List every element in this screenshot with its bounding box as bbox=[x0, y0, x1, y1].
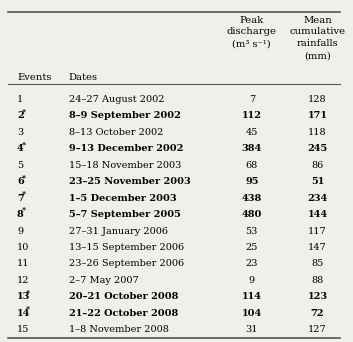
Text: 15–18 November 2003: 15–18 November 2003 bbox=[69, 161, 181, 170]
Text: *: * bbox=[22, 189, 26, 198]
Text: 1–5 December 2003: 1–5 December 2003 bbox=[69, 194, 176, 203]
Text: 12: 12 bbox=[17, 276, 29, 285]
Text: 147: 147 bbox=[308, 243, 327, 252]
Text: 24–27 August 2002: 24–27 August 2002 bbox=[69, 95, 164, 104]
Text: 5–7 September 2005: 5–7 September 2005 bbox=[69, 210, 181, 219]
Text: 114: 114 bbox=[242, 292, 262, 301]
Text: 8–13 October 2002: 8–13 October 2002 bbox=[69, 128, 163, 137]
Text: *: * bbox=[22, 206, 26, 214]
Text: 14: 14 bbox=[17, 309, 30, 318]
Text: 5: 5 bbox=[17, 161, 23, 170]
Text: 11: 11 bbox=[17, 260, 29, 268]
Text: 31: 31 bbox=[246, 325, 258, 334]
Text: 9: 9 bbox=[249, 276, 255, 285]
Text: 144: 144 bbox=[307, 210, 328, 219]
Text: 23–25 November 2003: 23–25 November 2003 bbox=[69, 177, 191, 186]
Text: 127: 127 bbox=[308, 325, 327, 334]
Text: *: * bbox=[22, 107, 26, 115]
Text: 20–21 October 2008: 20–21 October 2008 bbox=[69, 292, 178, 301]
Text: 15: 15 bbox=[17, 325, 29, 334]
Text: 23–26 September 2006: 23–26 September 2006 bbox=[69, 260, 184, 268]
Text: 6: 6 bbox=[17, 177, 24, 186]
Text: 8: 8 bbox=[17, 210, 24, 219]
Text: 25: 25 bbox=[246, 243, 258, 252]
Text: 13–15 September 2006: 13–15 September 2006 bbox=[69, 243, 184, 252]
Text: 8–9 September 2002: 8–9 September 2002 bbox=[69, 111, 181, 120]
Text: 23: 23 bbox=[246, 260, 258, 268]
Text: 234: 234 bbox=[307, 194, 328, 203]
Text: 245: 245 bbox=[307, 144, 328, 153]
Text: 123: 123 bbox=[307, 292, 328, 301]
Text: 95: 95 bbox=[245, 177, 258, 186]
Text: 480: 480 bbox=[241, 210, 262, 219]
Text: 3: 3 bbox=[17, 128, 23, 137]
Text: 1–8 November 2008: 1–8 November 2008 bbox=[69, 325, 169, 334]
Text: 104: 104 bbox=[242, 309, 262, 318]
Text: 118: 118 bbox=[308, 128, 327, 137]
Text: Peak
discharge
(m³ s⁻¹): Peak discharge (m³ s⁻¹) bbox=[227, 16, 277, 48]
Text: 2–7 May 2007: 2–7 May 2007 bbox=[69, 276, 138, 285]
Text: 7: 7 bbox=[249, 95, 255, 104]
Text: 21–22 October 2008: 21–22 October 2008 bbox=[69, 309, 178, 318]
Text: 88: 88 bbox=[311, 276, 324, 285]
Text: 68: 68 bbox=[246, 161, 258, 170]
Text: 438: 438 bbox=[242, 194, 262, 203]
Text: *: * bbox=[25, 305, 30, 313]
Text: *: * bbox=[22, 173, 26, 181]
Text: 2: 2 bbox=[17, 111, 24, 120]
Text: Dates: Dates bbox=[69, 73, 98, 82]
Text: 53: 53 bbox=[246, 226, 258, 236]
Text: 384: 384 bbox=[242, 144, 262, 153]
Text: 45: 45 bbox=[246, 128, 258, 137]
Text: 27–31 January 2006: 27–31 January 2006 bbox=[69, 226, 168, 236]
Text: 13: 13 bbox=[17, 292, 30, 301]
Text: 51: 51 bbox=[311, 177, 324, 186]
Text: *: * bbox=[25, 288, 30, 296]
Text: 10: 10 bbox=[17, 243, 29, 252]
Text: 1: 1 bbox=[17, 95, 23, 104]
Text: 86: 86 bbox=[311, 161, 324, 170]
Text: 85: 85 bbox=[311, 260, 324, 268]
Text: *: * bbox=[22, 140, 26, 148]
Text: 9: 9 bbox=[17, 226, 23, 236]
Text: Mean
cumulative
rainfalls
(mm): Mean cumulative rainfalls (mm) bbox=[289, 16, 346, 60]
Text: 171: 171 bbox=[307, 111, 328, 120]
Text: 117: 117 bbox=[308, 226, 327, 236]
Text: 7: 7 bbox=[17, 194, 24, 203]
Text: 112: 112 bbox=[242, 111, 262, 120]
Text: Events: Events bbox=[17, 73, 51, 82]
Text: 128: 128 bbox=[308, 95, 327, 104]
Text: 9–13 December 2002: 9–13 December 2002 bbox=[69, 144, 183, 153]
Text: 72: 72 bbox=[311, 309, 324, 318]
Text: 4: 4 bbox=[17, 144, 24, 153]
